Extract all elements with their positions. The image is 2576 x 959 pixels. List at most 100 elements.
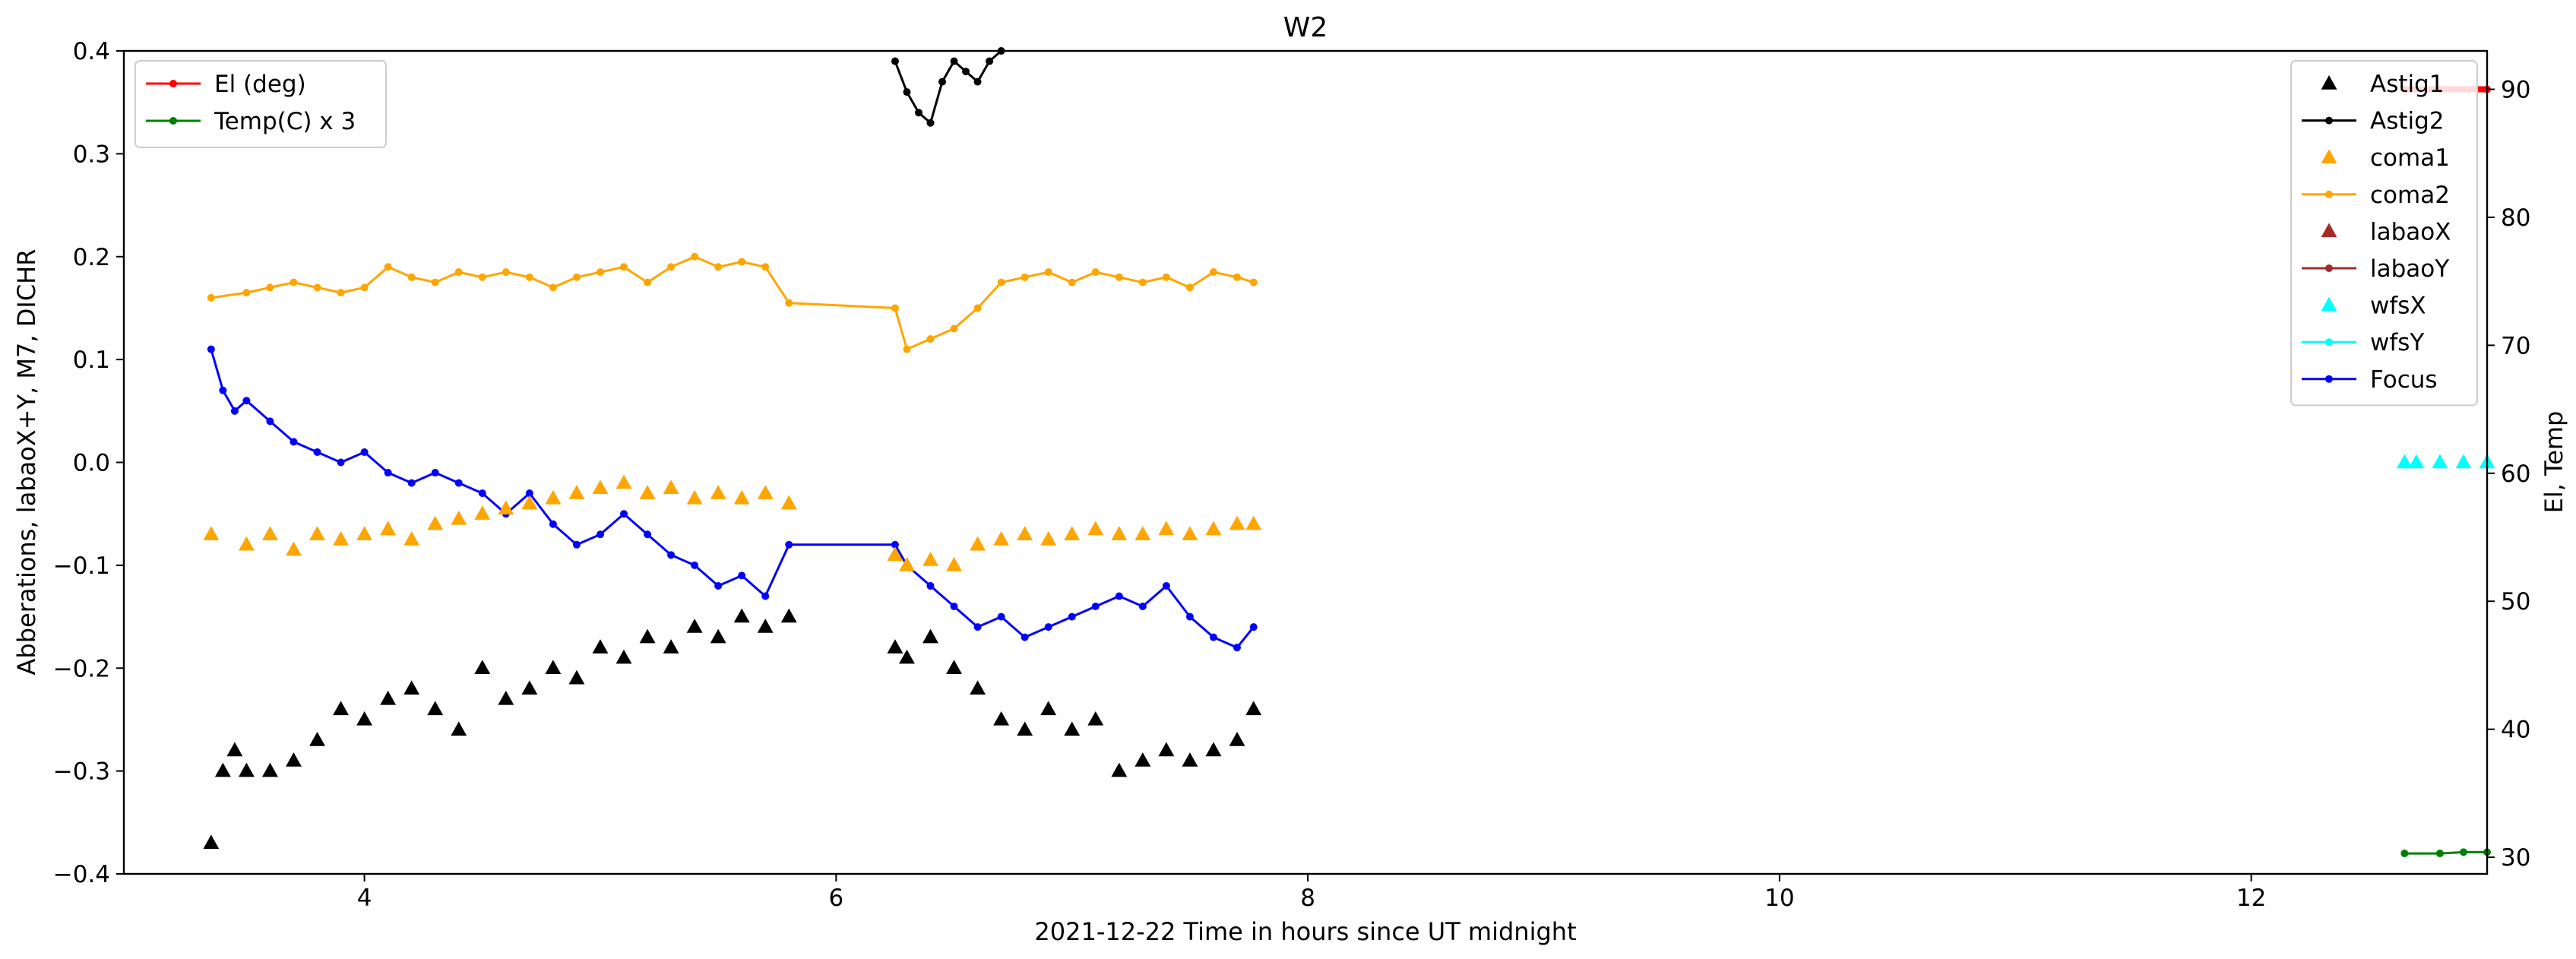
legend-dot-swatch — [2325, 264, 2333, 272]
data-point-coma1 — [922, 552, 938, 566]
data-point-coma1 — [309, 526, 325, 540]
data-point-temp-c-x-3 — [2435, 850, 2444, 858]
data-point-coma2 — [950, 324, 958, 333]
data-point-coma2 — [431, 278, 439, 286]
series-line-astig2 — [894, 49, 1002, 125]
data-point-coma1 — [710, 485, 726, 499]
data-point-focus — [596, 530, 604, 539]
legend-label: Focus — [2370, 366, 2438, 394]
data-point-focus — [950, 603, 958, 611]
data-point-coma2 — [1044, 268, 1052, 277]
data-point-astig2 — [962, 68, 970, 76]
data-point-astig1 — [238, 762, 255, 777]
legend-item-labaox: labaoX — [2321, 218, 2451, 245]
data-point-astig1 — [1158, 742, 1175, 757]
data-point-astig1 — [616, 649, 632, 664]
data-point-astig1 — [757, 619, 774, 633]
data-point-astig1 — [710, 628, 726, 644]
data-point-coma2 — [1138, 278, 1147, 286]
data-point-coma2 — [478, 273, 486, 281]
legend-label: labaoX — [2370, 218, 2451, 245]
data-point-coma1 — [568, 485, 585, 499]
legend-label: labaoY — [2370, 255, 2449, 283]
data-point-focus — [973, 623, 982, 631]
data-point-coma2 — [761, 263, 770, 271]
data-point-coma1 — [757, 485, 774, 499]
y-right-tick-label: 80 — [2501, 204, 2530, 232]
legend-triangle-swatch — [2321, 223, 2337, 238]
data-point-astig1 — [1040, 701, 1057, 716]
data-point-astig1 — [1182, 752, 1198, 767]
data-point-coma1 — [1245, 515, 1262, 530]
data-point-coma1 — [427, 515, 444, 530]
data-point-focus — [1091, 603, 1100, 611]
legend-item-el-deg: El (deg) — [146, 71, 306, 98]
legend-dot-swatch — [169, 80, 177, 87]
data-point-coma1 — [203, 526, 220, 540]
data-point-focus — [1185, 612, 1194, 621]
legend-item-temp-c-x-3: Temp(C) x 3 — [146, 108, 356, 135]
data-point-astig1 — [993, 711, 1010, 726]
x-tick-label: 8 — [1300, 885, 1315, 912]
data-point-astig1 — [1111, 762, 1128, 777]
data-point-coma1 — [403, 531, 420, 546]
legend-label: Astig1 — [2370, 71, 2445, 98]
data-point-focus — [431, 469, 439, 477]
data-point-astig1 — [592, 639, 609, 654]
data-point-focus — [785, 540, 793, 549]
legend-triangle-swatch — [2321, 296, 2337, 312]
data-point-coma2 — [1185, 283, 1194, 292]
x-tick-label: 4 — [357, 885, 372, 912]
data-point-coma1 — [1111, 526, 1128, 540]
legend-triangle-swatch — [2321, 75, 2337, 90]
data-point-coma1 — [1182, 526, 1198, 540]
data-point-focus — [1044, 623, 1052, 631]
data-point-coma2 — [360, 283, 369, 292]
y-left-tick-label: 0.1 — [73, 347, 110, 374]
data-point-astig1 — [1064, 721, 1081, 736]
data-point-astig1 — [380, 690, 397, 705]
data-point-focus — [761, 592, 770, 600]
legend-label: El (deg) — [214, 71, 306, 98]
data-point-focus — [313, 448, 321, 456]
legend-label: wfsY — [2370, 329, 2424, 356]
data-point-coma2 — [313, 283, 321, 292]
data-point-coma1 — [356, 526, 373, 540]
x-tick-label: 6 — [828, 885, 843, 912]
data-point-coma2 — [525, 273, 533, 281]
data-point-focus — [1233, 644, 1241, 652]
data-point-coma2 — [572, 273, 581, 281]
data-point-coma2 — [596, 268, 604, 277]
data-point-astig1 — [498, 690, 514, 705]
data-point-astig1 — [946, 660, 962, 674]
plot-background — [124, 51, 2487, 874]
legend-dot-swatch — [2325, 190, 2333, 198]
legend-dot-swatch — [2325, 375, 2333, 383]
data-point-coma1 — [261, 526, 278, 540]
data-point-astig1 — [733, 608, 750, 623]
data-point-wfsx — [2408, 454, 2425, 469]
data-point-focus — [1209, 633, 1217, 641]
data-point-astig2 — [891, 57, 899, 65]
y-left-tick-label: 0.3 — [73, 141, 110, 168]
legend-item-coma2: coma2 — [2302, 182, 2450, 209]
data-point-coma1 — [970, 536, 986, 551]
data-point-focus — [572, 540, 581, 549]
data-point-focus — [691, 561, 699, 569]
data-point-coma2 — [903, 345, 911, 353]
data-point-coma1 — [286, 541, 302, 556]
data-point-coma1 — [616, 474, 632, 489]
data-point-astig1 — [899, 649, 915, 664]
data-point-astig1 — [639, 628, 656, 644]
data-point-focus — [667, 551, 676, 559]
data-point-coma2 — [644, 278, 652, 286]
data-point-focus — [290, 438, 298, 446]
data-point-coma2 — [997, 278, 1005, 286]
data-point-coma1 — [639, 485, 656, 499]
data-point-coma1 — [498, 500, 514, 515]
data-point-astig2 — [903, 88, 911, 97]
legend-item-wfsx: wfsX — [2321, 293, 2426, 320]
data-point-coma2 — [549, 283, 557, 292]
data-point-astig1 — [887, 639, 903, 654]
data-point-coma1 — [663, 480, 679, 495]
